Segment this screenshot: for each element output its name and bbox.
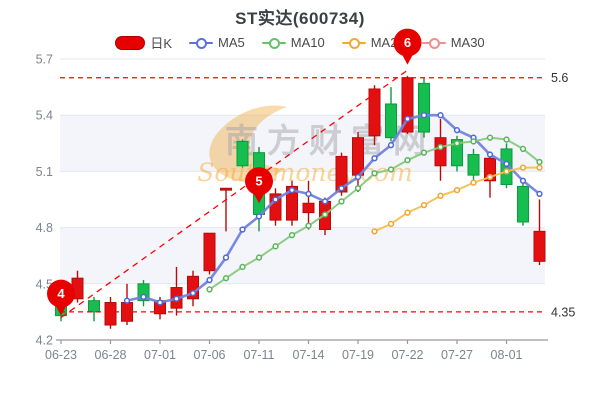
svg-text:07-22: 07-22 [392, 348, 424, 362]
event-markers[interactable]: 456 [47, 28, 422, 316]
candle-06-23[interactable] [55, 298, 67, 322]
ma-line-icon [421, 37, 446, 49]
candles-series[interactable] [55, 75, 546, 329]
legend-item-ma20[interactable]: MA20 [341, 35, 405, 50]
candle-07-20[interactable] [368, 85, 381, 146]
legend-item-ma30[interactable]: MA30 [421, 35, 485, 50]
candle-07-04[interactable] [170, 266, 183, 316]
gridlines [60, 58, 545, 341]
candle-07-14[interactable] [302, 180, 315, 230]
candle-07-27[interactable] [451, 135, 463, 172]
svg-text:08-01: 08-01 [491, 348, 523, 362]
legend-label: 日K [150, 36, 173, 51]
svg-text:5.1: 5.1 [36, 165, 53, 179]
svg-text:07-19: 07-19 [342, 348, 374, 362]
axes: 4.2 4.5 4.8 5.1 5.4 5.7 06-23 06-28 07-01 07-06 07… [36, 53, 548, 362]
ma-line-icon [341, 37, 366, 49]
candle-06-24[interactable] [71, 270, 84, 303]
svg-text:4.2: 4.2 [36, 334, 53, 348]
legend-label: MA10 [290, 35, 325, 50]
svg-text:4.5: 4.5 [36, 277, 53, 291]
split-area-bands [60, 115, 545, 284]
candle-06-30[interactable] [137, 280, 150, 307]
svg-text:07-11: 07-11 [243, 348, 274, 362]
svg-text:5.4: 5.4 [36, 109, 53, 123]
legend-label: MA20 [370, 35, 405, 50]
ma-line-icon [261, 37, 286, 49]
svg-text:07-27: 07-27 [441, 348, 473, 362]
svg-text:5: 5 [255, 174, 262, 189]
candle-07-11[interactable] [253, 147, 265, 232]
event-marker-4[interactable]: 4 [47, 279, 75, 316]
candle-07-13[interactable] [286, 180, 298, 226]
candle-07-08[interactable] [236, 139, 249, 168]
svg-text:4.35: 4.35 [551, 305, 575, 319]
svg-text:4: 4 [57, 286, 65, 301]
candle-07-29[interactable] [484, 154, 496, 198]
trend-line [60, 69, 408, 319]
candle-06-27[interactable] [88, 296, 100, 322]
svg-text:5.6: 5.6 [551, 71, 568, 85]
svg-text:5.7: 5.7 [36, 53, 53, 67]
candle-07-12[interactable] [269, 188, 282, 226]
reference-lines: 5.6 4.35 [60, 71, 575, 319]
svg-text:07-01: 07-01 [144, 348, 176, 362]
legend-label: MA30 [450, 35, 485, 50]
candle-06-28[interactable] [104, 296, 117, 329]
ma10-line[interactable] [206, 134, 543, 293]
candle-07-07[interactable] [220, 187, 232, 232]
svg-text:4.8: 4.8 [36, 221, 53, 235]
legend-item-ma5[interactable]: MA5 [189, 35, 245, 50]
candle-07-26[interactable] [434, 118, 447, 181]
candle-07-05[interactable] [187, 270, 199, 307]
ma20-line[interactable] [371, 164, 543, 235]
svg-text:06-28: 06-28 [95, 348, 127, 362]
ma-line-icon [189, 37, 214, 49]
svg-text:07-14: 07-14 [293, 348, 325, 362]
candle-07-18[interactable] [335, 152, 348, 196]
candle-07-28[interactable] [467, 148, 480, 183]
ma5-line[interactable] [123, 112, 543, 306]
candle-06-29[interactable] [121, 283, 133, 326]
legend-item-日k[interactable]: 日K [115, 33, 172, 52]
svg-text:06-23: 06-23 [45, 348, 77, 362]
page-title: ST实达(600734) [235, 9, 365, 28]
chart-legend: 日K MA5 MA10 MA20 MA30 [0, 33, 600, 52]
candle-07-22[interactable] [401, 75, 414, 134]
event-marker-5[interactable]: 5 [245, 167, 273, 204]
legend-label: MA5 [218, 35, 245, 50]
candle-07-15[interactable] [319, 197, 331, 236]
candle-07-06[interactable] [203, 232, 216, 275]
svg-text:07-06: 07-06 [194, 348, 226, 362]
svg-text:南方财富网: 南方财富网 [225, 122, 435, 159]
candle-07-19[interactable] [352, 132, 364, 193]
candle-07-21[interactable] [385, 87, 397, 142]
candle-08-03[interactable] [533, 199, 546, 266]
candle-07-25[interactable] [418, 77, 430, 138]
candle-08-01[interactable] [500, 143, 513, 189]
candle-08-02[interactable] [517, 182, 529, 226]
candle-07-01[interactable] [154, 296, 166, 320]
candle-swatch-icon [115, 35, 146, 50]
legend-item-ma10[interactable]: MA10 [261, 35, 325, 50]
svg-text:Southmoney.com: Southmoney.com [197, 158, 413, 187]
